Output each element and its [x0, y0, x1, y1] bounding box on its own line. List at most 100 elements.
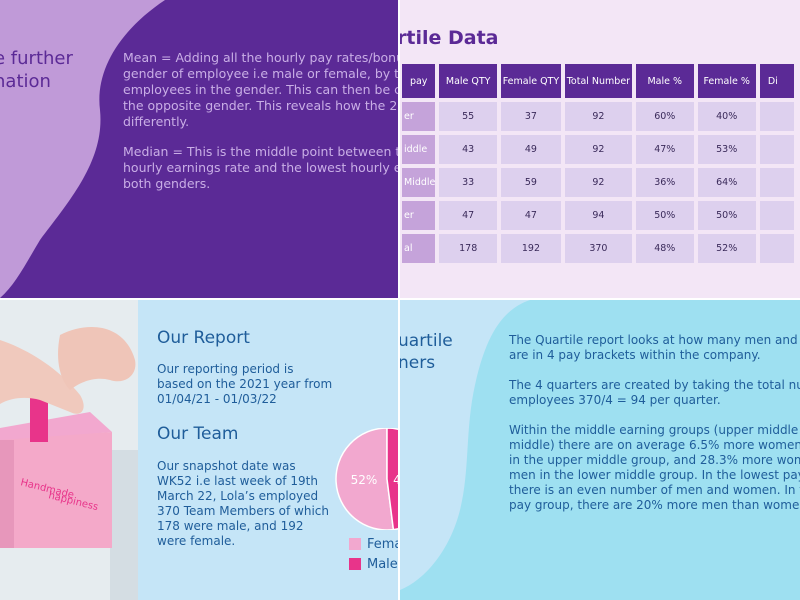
- median-paragraph: Median = This is the middle point betwee…: [123, 144, 398, 192]
- column-header: Male QTY: [439, 64, 497, 98]
- explanation-slide: e further nation Mean = Adding all the h…: [0, 0, 398, 298]
- text-line: Median = This is the middle point betwee…: [123, 144, 398, 159]
- table-cell: 48%: [635, 234, 694, 263]
- mean-paragraph: Mean = Adding all the hourly pay rates/b…: [123, 50, 398, 130]
- text-line: 01/04/21 - 01/03/22: [157, 392, 277, 406]
- table-cell: 92: [564, 135, 632, 164]
- report-heading: Our Report: [157, 328, 250, 348]
- decorative-blob: [400, 300, 530, 590]
- text-line: Our reporting period is: [157, 362, 294, 376]
- divider: [0, 298, 800, 300]
- table-cell: [759, 102, 794, 131]
- table-cell: 92: [564, 102, 632, 131]
- text-line: hourly earnings rate and the lowest hour…: [123, 160, 398, 175]
- row-label: Middle: [402, 168, 436, 197]
- table-cell: 49: [500, 135, 561, 164]
- pie-label-female: 52%: [351, 473, 378, 487]
- table-cell: 37: [500, 102, 561, 131]
- table-cell: 50%: [635, 201, 694, 230]
- table-row: Middle 33 59 92 36% 64%: [402, 168, 794, 197]
- decorative-blob: [0, 0, 165, 298]
- text-line: Mean = Adding all the hourly pay rates/b…: [123, 50, 398, 65]
- text-line: The Quartile report looks at how many me…: [509, 333, 800, 347]
- table-cell: 59: [500, 168, 561, 197]
- report-paragraph: Our reporting period is based on the 202…: [157, 362, 332, 407]
- summary-paragraph: Within the middle earning groups (upper …: [509, 423, 800, 513]
- title-line: nation: [0, 71, 51, 92]
- gender-pie-chart: 52% 4: [335, 428, 398, 530]
- table-row: iddle 43 49 92 47% 53%: [402, 135, 794, 164]
- divider: [398, 0, 400, 600]
- text-line: based on the 2021 year from: [157, 377, 333, 391]
- slide-title: e further nation: [0, 47, 73, 93]
- title-line: e further: [0, 48, 73, 69]
- quartile-table: pay Male QTY Female QTY Total Number Mal…: [400, 60, 798, 267]
- table-row: er 47 47 94 50% 50%: [402, 201, 794, 230]
- report-team-slide: Handmade happiness Our Report Our report…: [0, 300, 398, 600]
- table-cell: [759, 135, 794, 164]
- text-line: 370 Team Members of which: [157, 504, 330, 518]
- column-header: Female QTY: [500, 64, 561, 98]
- team-heading: Our Team: [157, 424, 239, 444]
- quartile-summary-slide: uartile ners The Quartile report looks a…: [400, 300, 800, 600]
- text-line: WK52 i.e last week of 19th: [157, 474, 318, 488]
- table-header-row: pay Male QTY Female QTY Total Number Mal…: [402, 64, 794, 98]
- slide-title: rtile Data: [400, 27, 499, 49]
- text-line: gender of employee i.e male or female, b…: [123, 66, 398, 81]
- table-cell: 370: [564, 234, 632, 263]
- text-line: there is an even number of men and women…: [509, 483, 800, 497]
- text-line: March 22, Lola’s employed: [157, 489, 319, 503]
- text-line: the opposite gender. This reveals how th…: [123, 98, 398, 113]
- text-line: both genders.: [123, 176, 211, 191]
- row-label: al: [402, 234, 436, 263]
- table-cell: [759, 234, 794, 263]
- text-line: Our snapshot date was: [157, 459, 296, 473]
- text-line: middle) there are on average 6.5% more w…: [509, 438, 800, 452]
- table-cell: 52%: [697, 234, 756, 263]
- text-line: employees 370/4 = 94 per quarter.: [509, 393, 721, 407]
- legend-label: Fema: [367, 536, 398, 552]
- text-line: were female.: [157, 534, 236, 548]
- table-cell: 94: [564, 201, 632, 230]
- text-line: employees in the gender. This can then b…: [123, 82, 398, 97]
- table-cell: 50%: [697, 201, 756, 230]
- table-cell: 47: [439, 201, 497, 230]
- summary-text: The Quartile report looks at how many me…: [509, 333, 800, 528]
- table-cell: 40%: [697, 102, 756, 131]
- text-line: men in the lower middle group. In the lo…: [509, 468, 800, 482]
- table-cell: 55: [439, 102, 497, 131]
- quartile-data-slide: rtile Data pay Male QTY Female QTY Total…: [400, 0, 800, 298]
- definitions-text: Mean = Adding all the hourly pay rates/b…: [123, 50, 398, 206]
- table-cell: 192: [500, 234, 561, 263]
- row-label: er: [402, 102, 436, 131]
- chart-legend: Fema Male: [349, 534, 398, 574]
- text-line: are in 4 pay brackets within the company…: [509, 348, 761, 362]
- text-line: Within the middle earning groups (upper …: [509, 423, 800, 437]
- table-cell: 47%: [635, 135, 694, 164]
- pie-slice-female: [335, 428, 395, 530]
- row-label: iddle: [402, 135, 436, 164]
- table-cell: 64%: [697, 168, 756, 197]
- text-line: The 4 quarters are created by taking the…: [509, 378, 800, 392]
- legend-swatch: [349, 538, 361, 550]
- column-header: Female %: [697, 64, 756, 98]
- table-cell: 178: [439, 234, 497, 263]
- title-line: uartile: [400, 331, 453, 351]
- title-line: ners: [400, 353, 436, 373]
- column-header: Di: [759, 64, 794, 98]
- summary-paragraph: The Quartile report looks at how many me…: [509, 333, 800, 363]
- column-header: Male %: [635, 64, 694, 98]
- slide-title: uartile ners: [400, 330, 453, 374]
- table-cell: 47: [500, 201, 561, 230]
- column-header: pay: [402, 64, 436, 98]
- table-cell: [759, 201, 794, 230]
- gift-box-photo: Handmade happiness: [0, 300, 138, 600]
- legend-swatch: [349, 558, 361, 570]
- text-line: 178 were male, and 192: [157, 519, 304, 533]
- table-cell: 43: [439, 135, 497, 164]
- table-cell: 92: [564, 168, 632, 197]
- legend-item-male: Male: [349, 554, 398, 574]
- row-label: er: [402, 201, 436, 230]
- gift-box-illustration: Handmade happiness: [0, 300, 138, 600]
- pie-slice-male: [386, 428, 398, 530]
